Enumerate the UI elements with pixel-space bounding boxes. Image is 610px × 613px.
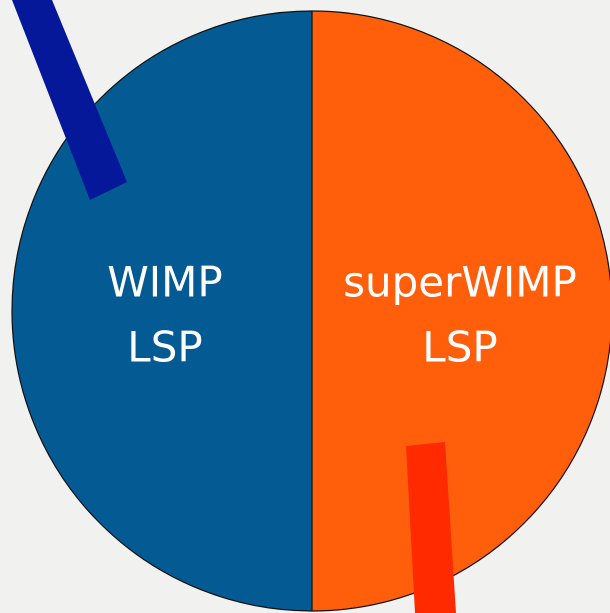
red-bar: [406, 442, 456, 613]
node-label: superWIMP: [343, 258, 577, 307]
node-label: WIMP: [107, 258, 222, 307]
node-label: LSP: [422, 323, 497, 372]
blue-bar: [12, 0, 127, 200]
right-half: [312, 11, 610, 611]
node-label: LSP: [127, 323, 202, 372]
